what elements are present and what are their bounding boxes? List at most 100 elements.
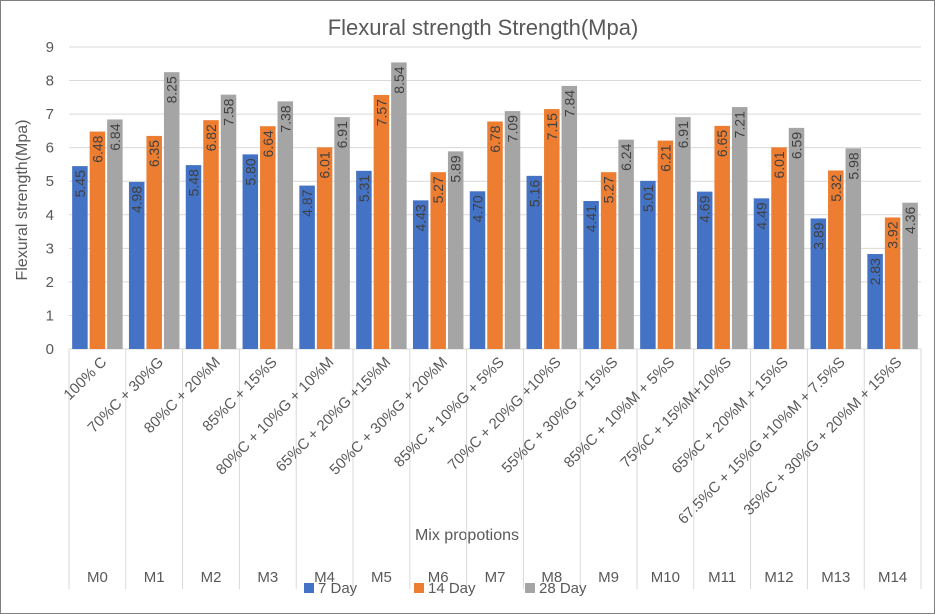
y-axis-ticks: 0 1 2 3 4 5 6 7 8 9 xyxy=(46,39,54,358)
bar xyxy=(373,94,390,350)
bar xyxy=(657,140,674,349)
legend: 7 Day 14 Day 28 Day xyxy=(304,580,587,597)
group-label: M5 xyxy=(371,569,392,586)
data-label: 7.09 xyxy=(505,115,521,142)
data-label: 4.69 xyxy=(697,195,713,222)
bar xyxy=(260,126,276,350)
data-label: 5.48 xyxy=(186,169,202,196)
data-label: 7.15 xyxy=(544,113,560,140)
bar xyxy=(788,127,805,349)
bar xyxy=(334,117,350,350)
legend-label: 14 Day xyxy=(428,580,476,597)
x-tick-label: 70%C + 20%G +10%S xyxy=(445,354,565,474)
bar xyxy=(618,139,634,349)
bar xyxy=(544,109,560,349)
bar xyxy=(391,62,407,350)
data-label: 7.21 xyxy=(732,111,748,138)
bar xyxy=(242,154,259,349)
data-label: 6.59 xyxy=(789,132,805,159)
data-label: 6.01 xyxy=(771,151,787,178)
data-label: 5.45 xyxy=(72,170,88,197)
data-label: 4.41 xyxy=(583,205,599,232)
bar xyxy=(504,111,521,349)
bar xyxy=(753,198,770,349)
legend-label: 7 Day xyxy=(318,580,358,597)
bar xyxy=(884,217,901,349)
data-label: 6.01 xyxy=(317,151,333,178)
bar xyxy=(487,121,503,349)
group-label: M14 xyxy=(878,569,907,586)
group-label: M4 xyxy=(314,569,335,586)
x-tick-label: 85%C + 10%G + 5%S xyxy=(391,354,508,471)
y-tick-label: 2 xyxy=(46,274,54,291)
data-label: 4.70 xyxy=(470,195,486,222)
group-label: M2 xyxy=(201,569,222,586)
data-label: 4.49 xyxy=(754,202,770,229)
data-labels: 5.45 4.98 5.48 5.80 4.87 5.31 4.43 4.70 5.16 4.41… xyxy=(72,66,918,285)
data-label: 7.84 xyxy=(561,90,577,117)
group-label: M1 xyxy=(144,569,165,586)
bar xyxy=(526,175,543,349)
y-tick-label: 1 xyxy=(46,307,54,324)
bar xyxy=(316,147,333,349)
group-label: M7 xyxy=(485,569,506,586)
data-label: 6.78 xyxy=(487,125,503,152)
legend-label: 28 Day xyxy=(539,580,587,597)
bar xyxy=(72,166,88,349)
group-label: M6 xyxy=(428,569,449,586)
group-label: M8 xyxy=(541,569,562,586)
bar xyxy=(469,191,486,349)
bar xyxy=(696,191,713,349)
data-label: 6.91 xyxy=(675,121,691,148)
data-label: 7.38 xyxy=(277,105,293,132)
bar xyxy=(203,120,219,349)
bar xyxy=(412,200,429,349)
y-tick-label: 8 xyxy=(46,73,54,90)
data-label: 3.89 xyxy=(810,222,826,249)
x-tick-label: 65%C + 20%G +15%M xyxy=(273,354,395,476)
bar xyxy=(600,172,617,349)
y-tick-label: 0 xyxy=(46,341,54,358)
bar xyxy=(561,85,578,350)
data-label: 5.01 xyxy=(640,185,656,212)
data-label: 5.31 xyxy=(356,175,372,202)
bar xyxy=(583,201,599,349)
bar xyxy=(89,131,106,349)
data-label: 5.98 xyxy=(845,152,861,179)
y-tick-label: 3 xyxy=(46,240,54,257)
data-label: 7.57 xyxy=(373,99,389,126)
x-axis-ticks: 100% C70%C + 30%G80%C + 20%M85%C + 15%S8… xyxy=(60,354,905,528)
data-label: 3.92 xyxy=(885,221,901,248)
x-tick-label: 55%C + 30%G + 15%S xyxy=(499,354,622,477)
bar xyxy=(107,119,123,349)
data-label: 4.87 xyxy=(299,189,315,216)
bar xyxy=(299,185,315,349)
data-label: 4.36 xyxy=(902,206,918,233)
legend-swatch xyxy=(304,583,314,593)
data-label: 5.27 xyxy=(601,176,617,203)
y-tick-label: 6 xyxy=(46,140,54,157)
bar xyxy=(277,101,294,349)
x-tick-label: 65%C + 20%M + 15%S xyxy=(668,354,791,477)
bar xyxy=(675,117,691,350)
group-label: M3 xyxy=(257,569,278,586)
data-label: 8.25 xyxy=(164,76,180,103)
y-axis-title: Flexural strength(Mpa) xyxy=(14,120,31,281)
bar xyxy=(430,172,446,349)
bar xyxy=(867,254,883,349)
x-tick-label: 85%C + 10%M + 5%S xyxy=(561,354,679,472)
legend-swatch xyxy=(525,583,535,593)
bar xyxy=(845,148,862,349)
group-label: M12 xyxy=(764,569,793,586)
category-table: M0 M1 M2 M3 M4 M5 M6 M7 M8 M9 M10 M11 M12 M13 M14 xyxy=(87,569,907,586)
data-label: 7.58 xyxy=(221,98,237,125)
bar xyxy=(731,107,748,349)
data-label: 4.98 xyxy=(129,186,145,213)
bars xyxy=(72,62,918,350)
bar xyxy=(185,165,202,349)
bar xyxy=(902,202,918,349)
data-label: 5.16 xyxy=(526,180,542,207)
bar xyxy=(220,94,237,349)
bar xyxy=(356,170,372,349)
